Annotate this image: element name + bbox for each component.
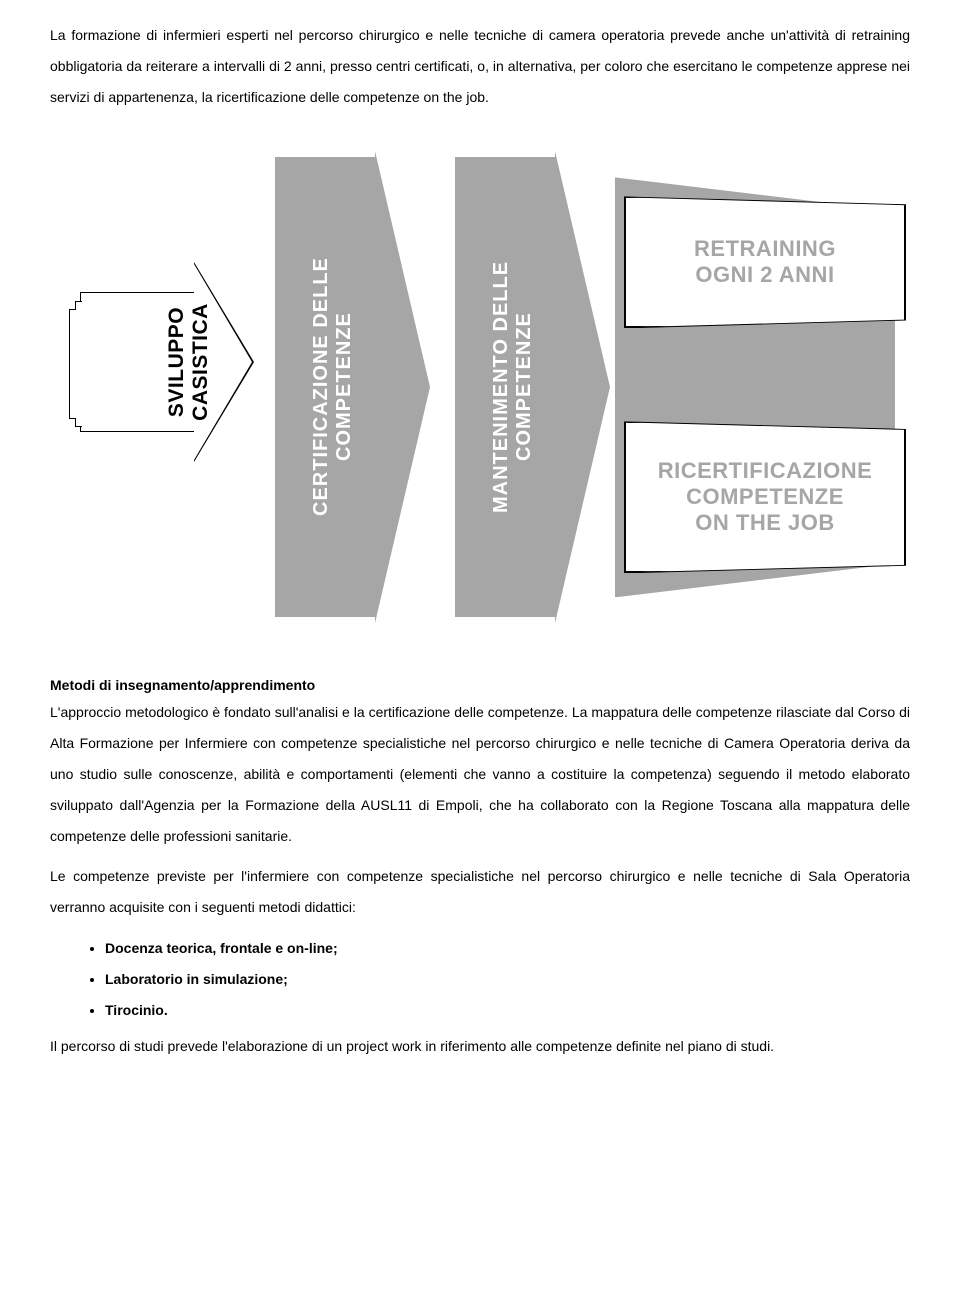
box1-line2: OGNI 2 ANNI	[694, 262, 836, 288]
list-item: Docenza teorica, frontale e on-line;	[105, 933, 910, 964]
box2-line3: ON THE JOB	[658, 510, 873, 536]
box1-line1: RETRAINING	[694, 236, 836, 262]
intro-paragraph: La formazione di infermieri esperti nel …	[50, 20, 910, 112]
closing-paragraph: Il percorso di studi prevede l'elaborazi…	[50, 1031, 910, 1062]
box2-line1: RICERTIFICAZIONE	[658, 458, 873, 484]
step2-label: CERTIFICAZIONE DELLE COMPETENZE	[310, 187, 356, 587]
list-item: Tirocinio.	[105, 995, 910, 1026]
process-diagram: SVILUPPO CASISTICA CERTIFICAZIONE DELLE …	[50, 142, 910, 632]
section-methods-title: Metodi di insegnamento/apprendimento	[50, 677, 910, 693]
step3-label: MANTENIMENTO DELLE COMPETENZE	[490, 187, 536, 587]
step1-label-line1: SVILUPPO	[165, 272, 189, 452]
box-ricertificazione: RICERTIFICAZIONE COMPETENZE ON THE JOB	[625, 422, 905, 572]
list-item: Laboratorio in simulazione;	[105, 964, 910, 995]
methods-paragraph-1: L'approccio metodologico è fondato sull'…	[50, 697, 910, 851]
step1-label-line2: CASISTICA	[189, 272, 213, 452]
box2-line2: COMPETENZE	[658, 484, 873, 510]
box-retraining: RETRAINING OGNI 2 ANNI	[625, 197, 905, 327]
methods-paragraph-2: Le competenze previste per l'infermiere …	[50, 861, 910, 923]
methods-list: Docenza teorica, frontale e on-line; Lab…	[105, 933, 910, 1025]
